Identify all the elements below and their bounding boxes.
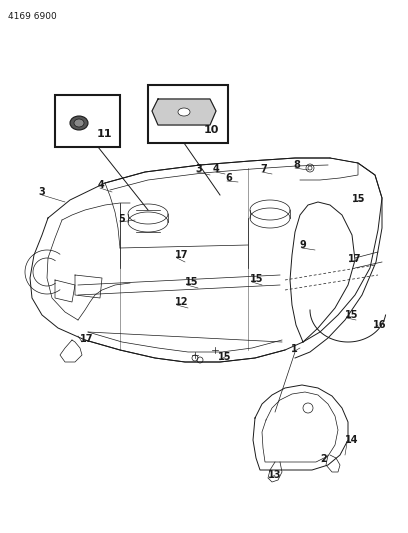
Text: 4: 4 (98, 180, 105, 190)
Text: 7: 7 (260, 164, 267, 174)
Text: 11: 11 (97, 129, 113, 139)
Text: 13: 13 (268, 470, 282, 480)
Text: 16: 16 (373, 320, 386, 330)
Bar (148, 85, 228, 143)
Text: 10: 10 (204, 125, 220, 135)
Text: 9: 9 (300, 240, 307, 250)
Text: 15: 15 (218, 352, 231, 362)
Ellipse shape (70, 116, 88, 130)
Text: 17: 17 (348, 254, 361, 264)
Text: 17: 17 (175, 250, 188, 260)
Text: 14: 14 (345, 435, 359, 445)
Polygon shape (152, 99, 216, 125)
Text: 1: 1 (291, 344, 298, 354)
Text: 12: 12 (175, 297, 188, 307)
Text: 15: 15 (352, 194, 366, 204)
Text: 4169 6900: 4169 6900 (8, 12, 57, 21)
Text: 5: 5 (118, 214, 125, 224)
Text: 3: 3 (38, 187, 45, 197)
Text: 6: 6 (225, 173, 232, 183)
Text: 15: 15 (345, 310, 359, 320)
Ellipse shape (74, 119, 84, 127)
Bar (55, 95, 120, 147)
Ellipse shape (178, 108, 190, 116)
Text: 4: 4 (213, 164, 220, 174)
Text: 17: 17 (80, 334, 93, 344)
Text: 2: 2 (320, 454, 327, 464)
Text: 15: 15 (250, 274, 264, 284)
Text: 3: 3 (195, 164, 202, 174)
Text: 15: 15 (185, 277, 199, 287)
Text: 8: 8 (293, 160, 300, 170)
